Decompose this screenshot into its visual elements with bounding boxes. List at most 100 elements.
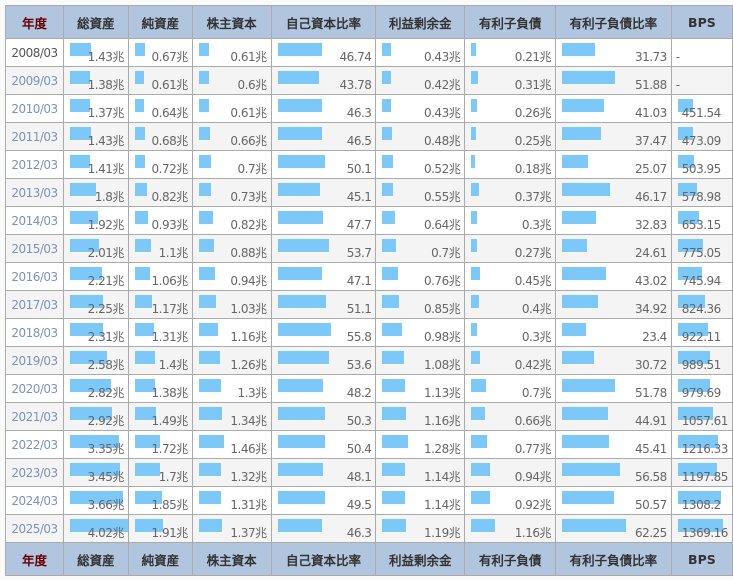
- cell-total-assets: 3.35兆: [62, 430, 129, 459]
- value-debt-ratio: 23.4: [642, 329, 667, 344]
- cell-net-assets: 0.67兆: [127, 38, 193, 67]
- value-net-assets: 1.38: [151, 386, 177, 400]
- cell-year[interactable]: 2015/03: [5, 234, 64, 263]
- unit-label: 兆: [255, 274, 267, 288]
- bar-retained-earnings: [382, 379, 405, 392]
- cell-retained-earnings: 0.98兆: [375, 318, 466, 347]
- unit-label: 兆: [448, 50, 461, 64]
- bar-interest-bearing-debt: [471, 155, 475, 168]
- cell-interest-bearing-debt: 0.27兆: [464, 234, 557, 263]
- cell-year[interactable]: 2024/03: [5, 486, 64, 515]
- cell-equity-ratio: 48.1: [270, 458, 377, 487]
- bar-net-assets: [134, 267, 151, 280]
- table-row: 2011/03 1.43兆 0.68兆 0.66兆 46.5 0.48兆 0.25兆 37.4…: [5, 122, 733, 151]
- header-interest-bearing-debt: 有利子負債: [464, 542, 557, 576]
- value-interest-bearing-debt: 0.4: [521, 302, 540, 316]
- value-retained-earnings: 0.48: [423, 134, 449, 148]
- header-year: 年度: [5, 5, 64, 39]
- cell-debt-ratio: 44.91: [555, 402, 672, 431]
- unit-label: 兆: [176, 358, 188, 372]
- cell-year[interactable]: 2017/03: [5, 290, 64, 319]
- cell-shareholders-equity: 0.73兆: [191, 178, 272, 207]
- cell-year[interactable]: 2018/03: [5, 318, 64, 347]
- value-shareholders-equity: 1.16: [230, 330, 256, 344]
- cell-interest-bearing-debt: 0.42兆: [464, 346, 557, 375]
- bar-total-assets: [69, 43, 91, 56]
- cell-shareholders-equity: 0.6兆: [191, 66, 272, 95]
- bar-debt-ratio: [562, 491, 615, 504]
- bar-retained-earnings: [382, 519, 407, 532]
- unit-label: 兆: [176, 526, 188, 540]
- value-retained-earnings: 1.14: [423, 470, 449, 484]
- table-row: 2020/03 2.82兆 1.38兆 1.3兆 48.2 1.13兆 0.7兆 51.78 9…: [5, 374, 733, 403]
- cell-year[interactable]: 2021/03: [5, 402, 64, 431]
- value-bps: -: [675, 77, 680, 92]
- table-row: 2014/03 1.92兆 0.93兆 0.82兆 47.7 0.64兆 0.3兆 32.83…: [5, 206, 733, 235]
- value-total-assets: 4.02: [87, 526, 113, 540]
- value-equity-ratio: 46.3: [346, 525, 372, 540]
- cell-retained-earnings: 1.14兆: [375, 458, 466, 487]
- cell-year[interactable]: 2025/03: [5, 514, 64, 543]
- cell-total-assets: 2.92兆: [62, 402, 129, 431]
- cell-net-assets: 1.38兆: [127, 374, 193, 403]
- unit-label: 兆: [539, 78, 552, 92]
- unit-label: 兆: [112, 470, 124, 484]
- cell-year[interactable]: 2012/03: [5, 150, 64, 179]
- header-bps: BPS: [670, 542, 733, 576]
- cell-retained-earnings: 0.55兆: [375, 178, 466, 207]
- cell-debt-ratio: 51.78: [555, 374, 672, 403]
- bar-total-assets: [69, 351, 108, 364]
- value-equity-ratio: 46.5: [346, 133, 372, 148]
- cell-year[interactable]: 2020/03: [5, 374, 64, 403]
- header-equity-ratio: 自己資本比率: [270, 542, 377, 576]
- value-shareholders-equity: 0.82: [230, 218, 256, 232]
- cell-year[interactable]: 2013/03: [5, 178, 64, 207]
- bar-shareholders-equity: [198, 407, 222, 420]
- bar-net-assets: [134, 183, 147, 196]
- bar-bps: [677, 323, 709, 336]
- unit-label: 兆: [255, 330, 267, 344]
- cell-total-assets: 1.43兆: [62, 38, 129, 67]
- value-interest-bearing-debt: 0.25: [514, 134, 540, 148]
- unit-label: 兆: [448, 106, 461, 120]
- cell-bps: 989.51: [670, 346, 733, 375]
- bar-interest-bearing-debt: [471, 323, 478, 336]
- cell-equity-ratio: 46.3: [270, 94, 377, 123]
- bar-equity-ratio: [277, 99, 322, 112]
- value-total-assets: 1.43: [87, 134, 113, 148]
- cell-total-assets: 1.8兆: [62, 178, 129, 207]
- value-net-assets: 0.93: [151, 218, 177, 232]
- value-shareholders-equity: 0.66: [230, 134, 256, 148]
- header-debt-ratio: 有利子負債比率: [555, 5, 672, 39]
- unit-label: 兆: [112, 78, 124, 92]
- unit-label: 兆: [255, 134, 267, 148]
- cell-year[interactable]: 2010/03: [5, 94, 64, 123]
- cell-year[interactable]: 2009/03: [5, 66, 64, 95]
- table-row: 2012/03 1.41兆 0.72兆 0.7兆 50.1 0.52兆 0.18兆 25.07…: [5, 150, 733, 179]
- value-equity-ratio: 49.5: [346, 497, 372, 512]
- unit-label: 兆: [448, 386, 461, 400]
- bar-retained-earnings: [382, 267, 398, 280]
- bar-interest-bearing-debt: [471, 407, 485, 420]
- value-bps: 1197.85: [681, 469, 729, 484]
- value-total-assets: 2.21: [87, 274, 113, 288]
- table-row: 2021/03 2.92兆 1.49兆 1.34兆 50.3 1.16兆 0.66兆 44.9…: [5, 402, 733, 431]
- header-net-assets: 純資産: [127, 5, 193, 39]
- bar-interest-bearing-debt: [471, 127, 477, 140]
- cell-year[interactable]: 2022/03: [5, 430, 64, 459]
- unit-label: 兆: [112, 274, 124, 288]
- cell-year[interactable]: 2011/03: [5, 122, 64, 151]
- cell-year[interactable]: 2023/03: [5, 458, 64, 487]
- unit-label: 兆: [255, 190, 267, 204]
- value-total-assets: 3.66: [87, 498, 113, 512]
- value-interest-bearing-debt: 0.7: [521, 386, 540, 400]
- header-retained-earnings: 利益剰余金: [375, 5, 466, 39]
- cell-year[interactable]: 2019/03: [5, 346, 64, 375]
- cell-year[interactable]: 2014/03: [5, 206, 64, 235]
- value-debt-ratio: 37.47: [634, 133, 667, 148]
- table-row: 2016/03 2.21兆 1.06兆 0.94兆 47.1 0.76兆 0.45兆 43.0…: [5, 262, 733, 291]
- cell-year[interactable]: 2016/03: [5, 262, 64, 291]
- bar-bps: [677, 463, 718, 476]
- cell-interest-bearing-debt: 0.77兆: [464, 430, 557, 459]
- value-equity-ratio: 46.3: [346, 105, 372, 120]
